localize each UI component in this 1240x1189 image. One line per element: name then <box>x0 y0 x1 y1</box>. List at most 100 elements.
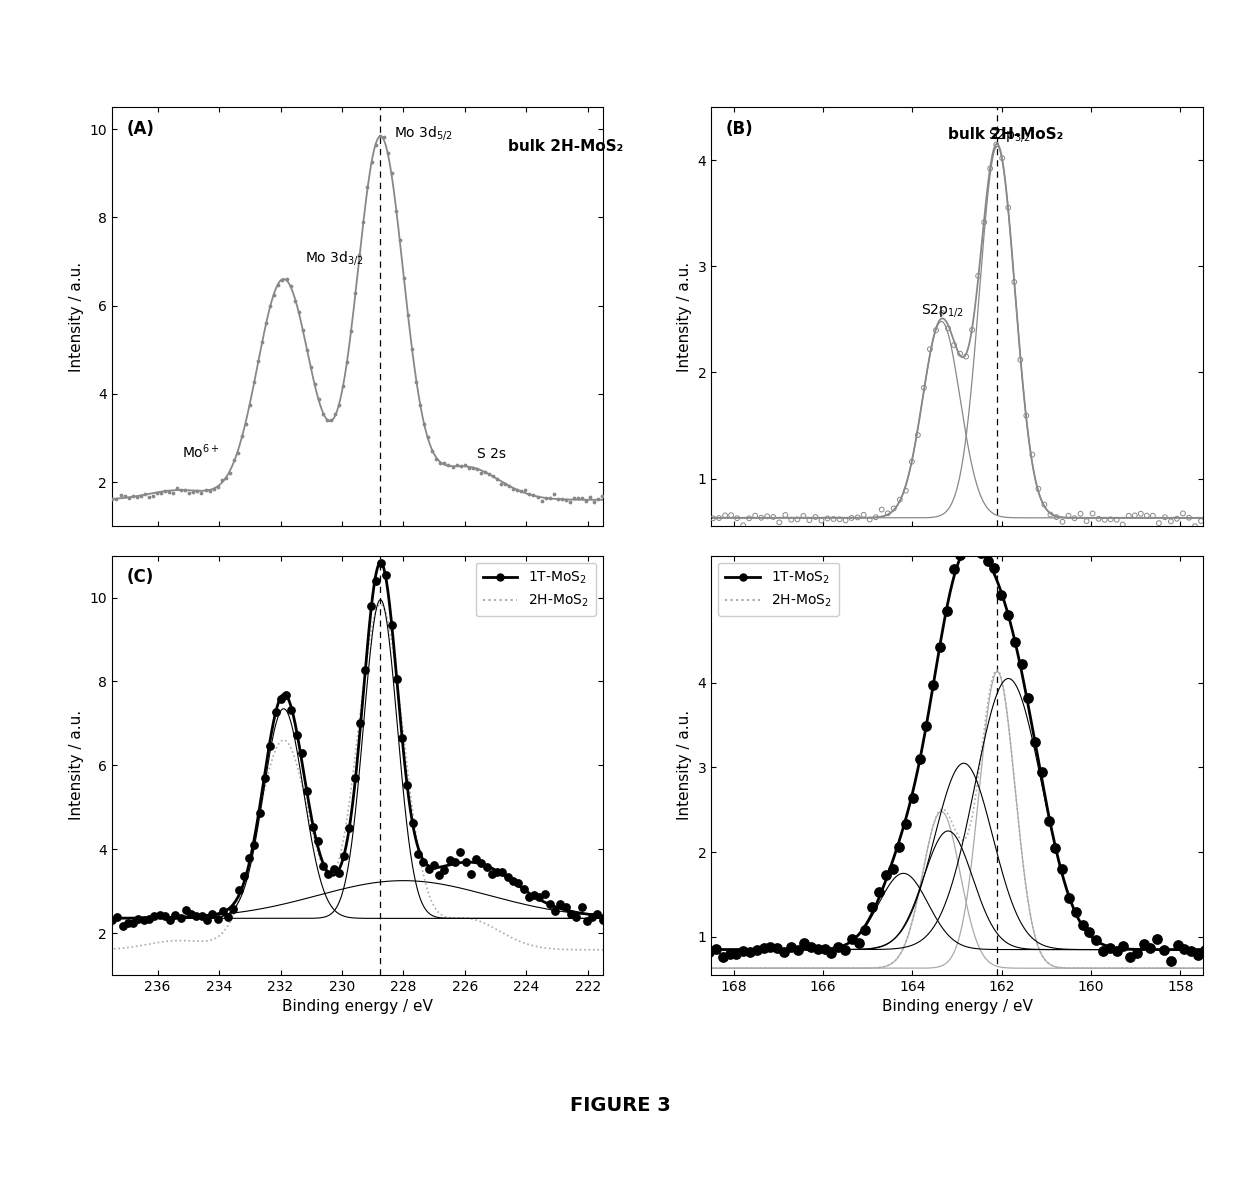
Point <box>1047 508 1066 527</box>
Point <box>525 886 544 905</box>
Point <box>249 803 269 822</box>
Point <box>445 853 465 872</box>
Point <box>155 482 175 501</box>
Point <box>312 404 332 423</box>
Point <box>897 482 916 501</box>
Point <box>781 937 801 956</box>
Point <box>975 213 994 232</box>
Point <box>346 283 366 302</box>
Point <box>196 480 216 499</box>
Point <box>539 489 559 508</box>
Point <box>119 489 139 508</box>
Point <box>423 442 443 461</box>
Point <box>901 452 921 471</box>
Point <box>914 378 934 397</box>
Point <box>373 127 393 146</box>
Point <box>746 940 766 960</box>
Point <box>223 900 243 919</box>
Point <box>1065 509 1085 528</box>
Text: (D): (D) <box>725 568 755 586</box>
Point <box>371 554 391 573</box>
Point <box>1053 512 1073 531</box>
Point <box>148 484 167 503</box>
Point <box>872 501 892 520</box>
Point <box>151 484 171 503</box>
Point <box>492 862 512 881</box>
Point <box>1101 510 1121 529</box>
Point <box>427 449 446 468</box>
Point <box>842 930 862 949</box>
Point <box>507 480 527 499</box>
Y-axis label: Intensity / a.u.: Intensity / a.u. <box>677 710 692 820</box>
Point <box>387 669 407 688</box>
Point <box>1106 942 1126 961</box>
Point <box>1195 940 1215 960</box>
Point <box>370 126 389 145</box>
Point <box>357 177 377 196</box>
Text: Mo 3d$_{5/2}$: Mo 3d$_{5/2}$ <box>394 125 453 143</box>
Text: S 2s: S 2s <box>477 447 506 461</box>
Point <box>232 427 252 446</box>
Point <box>1127 943 1147 962</box>
Point <box>1197 510 1216 529</box>
Point <box>596 492 616 511</box>
Point <box>503 480 523 499</box>
Point <box>434 860 454 879</box>
Point <box>823 510 843 529</box>
Point <box>203 479 223 498</box>
Point <box>920 340 940 359</box>
Point <box>1018 688 1038 707</box>
Point <box>583 908 603 927</box>
Point <box>443 458 463 477</box>
Point <box>159 483 179 502</box>
Point <box>1089 509 1109 528</box>
Point <box>536 489 556 508</box>
Point <box>754 938 774 957</box>
Point <box>527 487 547 507</box>
Point <box>609 491 629 510</box>
Point <box>197 910 217 929</box>
Point <box>577 492 596 511</box>
Point <box>853 505 873 524</box>
Point <box>822 943 842 962</box>
Point <box>356 660 376 679</box>
Point <box>377 566 397 585</box>
Point <box>144 907 164 926</box>
Point <box>184 482 203 501</box>
Legend: 1T-MoS$_2$, 2H-MoS$_2$: 1T-MoS$_2$, 2H-MoS$_2$ <box>718 562 838 616</box>
Y-axis label: Intensity / a.u.: Intensity / a.u. <box>677 262 692 372</box>
Point <box>187 482 207 501</box>
Point <box>957 542 977 561</box>
Point <box>848 933 868 952</box>
Point <box>764 508 784 527</box>
Point <box>962 320 982 339</box>
Point <box>394 269 414 288</box>
Point <box>202 905 222 924</box>
Point <box>455 853 475 872</box>
Point <box>382 616 402 635</box>
Point <box>733 942 753 961</box>
Point <box>455 455 475 474</box>
Point <box>382 164 402 183</box>
Point <box>1107 510 1127 529</box>
Point <box>92 907 112 926</box>
Point <box>1100 939 1120 958</box>
Point <box>703 509 723 528</box>
Point <box>244 373 264 392</box>
Point <box>1092 942 1112 961</box>
Point <box>862 898 882 917</box>
Point <box>200 482 219 501</box>
Point <box>1114 937 1133 956</box>
Point <box>588 490 608 509</box>
Point <box>108 907 128 926</box>
Point <box>191 484 211 503</box>
Point <box>916 717 936 736</box>
Point <box>218 907 238 926</box>
Point <box>758 507 777 526</box>
Point <box>289 302 309 321</box>
Point <box>207 910 227 929</box>
Point <box>739 509 759 528</box>
Y-axis label: Intensity / a.u.: Intensity / a.u. <box>68 710 83 820</box>
Point <box>1073 916 1092 935</box>
Point <box>301 357 321 376</box>
